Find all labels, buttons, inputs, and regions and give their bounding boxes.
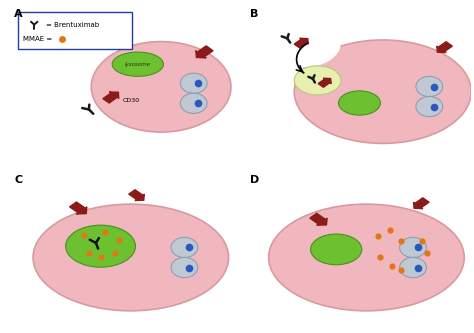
Ellipse shape [65,225,136,267]
Text: B: B [250,9,258,19]
Text: lysosome: lysosome [125,62,151,67]
FancyArrow shape [413,198,429,209]
Text: = Brentuximab: = Brentuximab [46,22,99,28]
Ellipse shape [180,93,207,114]
Ellipse shape [416,76,443,97]
FancyArrow shape [294,38,309,48]
Ellipse shape [294,66,341,95]
FancyArrow shape [318,78,331,87]
FancyArrow shape [129,190,144,200]
Ellipse shape [180,73,207,93]
FancyArrow shape [437,42,452,53]
Ellipse shape [416,97,443,117]
Text: CD30: CD30 [123,98,140,103]
Ellipse shape [266,19,341,68]
FancyBboxPatch shape [18,12,132,49]
Ellipse shape [310,234,362,265]
Text: D: D [250,175,259,185]
Ellipse shape [91,42,231,132]
FancyArrow shape [196,46,213,58]
Ellipse shape [171,257,198,278]
Ellipse shape [171,237,198,257]
FancyArrow shape [310,213,327,225]
FancyArrow shape [70,202,87,214]
Text: C: C [14,175,23,185]
Text: MMAE =: MMAE = [23,36,54,42]
Ellipse shape [269,204,464,311]
Ellipse shape [338,91,381,115]
FancyArrow shape [103,92,119,103]
Ellipse shape [33,204,228,311]
Ellipse shape [400,257,427,278]
Ellipse shape [112,52,164,76]
Text: A: A [14,9,23,19]
Ellipse shape [294,40,471,144]
Ellipse shape [400,237,427,257]
